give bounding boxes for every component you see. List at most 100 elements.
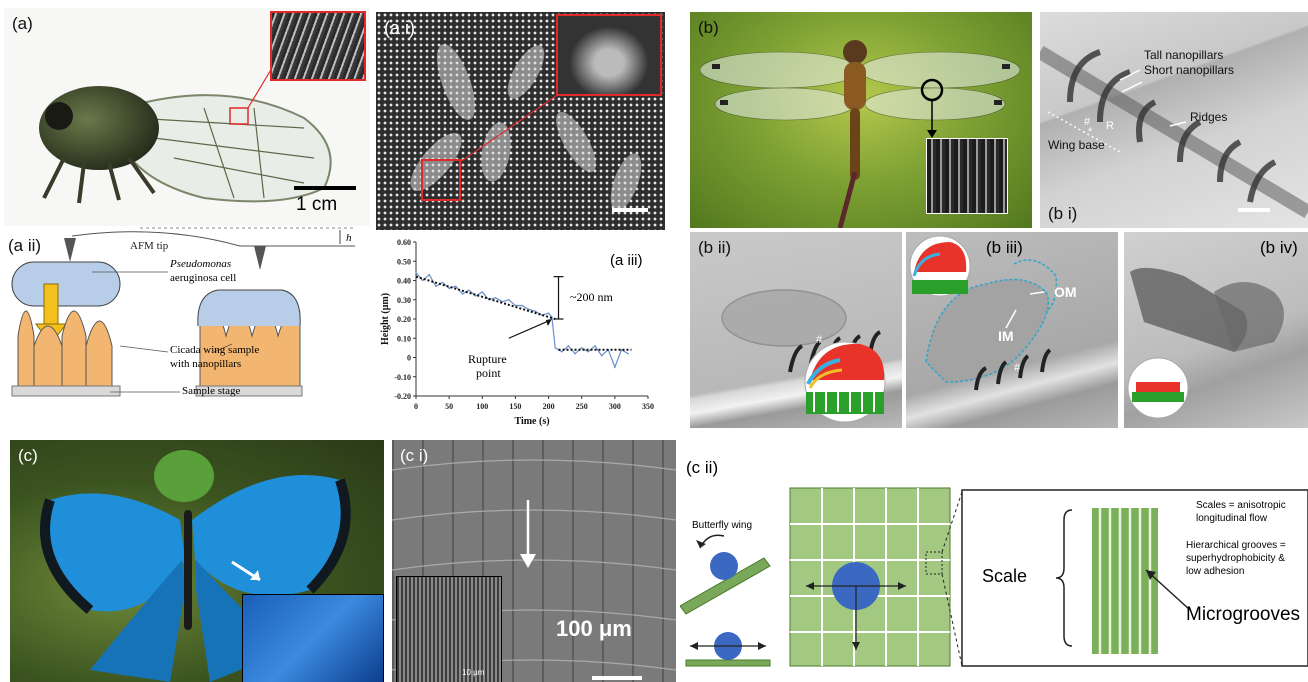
rupture-arrow xyxy=(508,320,549,339)
y-tick-label: 0.60 xyxy=(397,238,411,247)
trend-line xyxy=(415,275,556,320)
data-point xyxy=(600,354,603,357)
data-point xyxy=(435,285,437,288)
label-ridges: Ridges xyxy=(1190,110,1228,124)
panel-c-i: (c i) 100 μm 10 μm xyxy=(392,440,676,682)
label-a-ii: (a ii) xyxy=(8,236,42,255)
butterfly-schematic xyxy=(680,487,1308,667)
note2-line2: superhydrophobicity & xyxy=(1186,553,1285,564)
panel-b-iii: (b iii) OM IM # xyxy=(906,232,1118,428)
label-wing-base: Wing base xyxy=(1048,138,1105,152)
y-tick-label: -0.20 xyxy=(394,392,411,401)
data-point xyxy=(587,350,590,353)
data-point xyxy=(474,295,477,297)
scale-label-inset: 10 μm xyxy=(462,668,485,677)
x-tick-label: 300 xyxy=(609,402,621,411)
x-tick-label: 100 xyxy=(476,402,488,411)
panel-a-i: (a i) xyxy=(376,12,665,230)
y-tick-label: 0.10 xyxy=(397,334,411,343)
label-a: (a) xyxy=(12,14,33,33)
y-tick-label: 0.20 xyxy=(397,315,411,324)
label-c: (c) xyxy=(18,446,38,465)
cicada-sem-inset xyxy=(270,11,366,81)
x-tick-label: 0 xyxy=(414,402,418,411)
x-tick-label: 350 xyxy=(642,402,654,411)
dragonfly-sem-inset xyxy=(926,138,1008,214)
label-a-iii: (a iii) xyxy=(610,252,643,269)
label-b: (b) xyxy=(698,18,719,37)
panel-b-i: Tall nanopillars Short nanopillars Ridge… xyxy=(1040,12,1308,228)
label-c-i: (c i) xyxy=(400,446,429,465)
panel-a-ii: (a ii) AFM tip h Pseudomonas aeruginosa … xyxy=(0,226,370,410)
x-tick-label: 150 xyxy=(509,402,521,411)
panel-a-iii: 0 50 100 150 200 250 300 350 -0.20 -0.10 0 0.10 0.20… xyxy=(378,234,668,430)
droplet-inset xyxy=(242,594,384,682)
data-point xyxy=(468,289,470,291)
tem-b-i xyxy=(1040,45,1308,219)
panel-b: (b) xyxy=(690,12,1032,228)
data-point xyxy=(594,345,596,347)
data-point xyxy=(554,347,556,349)
panel-b-ii: (b ii) # xyxy=(690,232,902,428)
data-point xyxy=(428,273,431,276)
panel-a: (a) 1 cm xyxy=(4,8,370,226)
stage-label: Sample stage xyxy=(182,385,241,397)
label-b-iv: (b iv) xyxy=(1260,238,1298,257)
afm-tip-label: AFM tip xyxy=(130,240,169,252)
y-tick-label: 0.50 xyxy=(397,257,411,266)
data-point xyxy=(481,291,484,293)
y-tick-label: 0.30 xyxy=(397,296,411,305)
data-point xyxy=(567,345,570,347)
wing-label-1: Cicada wing sample xyxy=(170,344,260,356)
butterfly-photo xyxy=(40,450,351,682)
note2-line1: Hierarchical grooves = xyxy=(1186,540,1286,551)
y-tick-label: 0.40 xyxy=(397,277,411,286)
label-short-nanopillars: Short nanopillars xyxy=(1144,63,1235,77)
data-point xyxy=(494,297,497,299)
scale-label: Scale xyxy=(982,566,1028,586)
label-a-i: (a i) xyxy=(384,18,415,38)
dragonfly-photo xyxy=(699,40,1021,228)
scale-label-big: 100 μm xyxy=(556,616,632,641)
label-im: IM xyxy=(998,328,1014,344)
cicada-photo xyxy=(39,67,356,204)
label-b-ii: (b ii) xyxy=(698,238,732,257)
y-tick-label: -0.10 xyxy=(394,373,411,382)
wing-label-2: with nanopillars xyxy=(170,358,242,370)
scales-sem-inset xyxy=(396,576,502,682)
scale-bar-label: 1 cm xyxy=(296,194,338,215)
data-point xyxy=(508,298,510,301)
panel-c-ii: (c ii) Butterfly wing Scale Scales = ani… xyxy=(680,440,1308,682)
data-point xyxy=(574,352,576,355)
data-point xyxy=(521,304,523,307)
x-tick-label: 250 xyxy=(576,402,588,411)
label-tall-nanopillars: Tall nanopillars xyxy=(1144,48,1224,62)
label-r: R xyxy=(1106,120,1114,132)
label-hash-b-iii: # xyxy=(1014,362,1021,374)
data-point xyxy=(580,347,583,349)
tem-b-iii xyxy=(909,235,1058,391)
label-hash: # xyxy=(1084,116,1091,128)
label-b-i: (b i) xyxy=(1048,204,1078,223)
sem-inset-a-i xyxy=(556,14,662,96)
y-tick-label: 0 xyxy=(407,354,411,363)
annotation-rupture-1: Rupture xyxy=(468,352,507,366)
panel-b-iv: (b iv) xyxy=(1124,232,1308,428)
x-axis-label: Time (s) xyxy=(514,416,549,427)
height-symbol: h xyxy=(346,232,352,244)
rupture-arrowhead xyxy=(545,319,552,326)
x-tick-label: 200 xyxy=(543,402,555,411)
annotation-drop: ~200 nm xyxy=(570,290,613,304)
data-point xyxy=(448,287,450,289)
cell-label-2: aeruginosa cell xyxy=(170,272,237,284)
label-c-ii: (c ii) xyxy=(686,458,719,477)
label-om: OM xyxy=(1054,284,1077,300)
label-hash-b-ii: # xyxy=(816,334,823,346)
data-point xyxy=(620,349,623,351)
data-point xyxy=(441,281,444,284)
data-point xyxy=(461,293,464,295)
y-axis-label: Height (μm) xyxy=(380,293,391,345)
afm-schematic xyxy=(11,227,355,397)
data-point xyxy=(454,285,457,288)
panel-c: (c) xyxy=(10,440,384,682)
